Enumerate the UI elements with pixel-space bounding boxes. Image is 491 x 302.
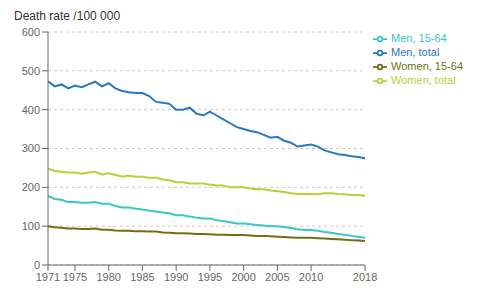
svg-text:2000: 2000 [231,271,255,283]
svg-text:600: 600 [22,26,40,38]
svg-text:1995: 1995 [198,271,222,283]
svg-text:500: 500 [22,65,40,77]
svg-text:200: 200 [22,181,40,193]
svg-text:1971: 1971 [36,271,60,283]
html-text:Men, 15-64: Men, 15-64 [391,32,447,44]
svg-text:1985: 1985 [130,271,154,283]
html-text:Women, total: Women, total [391,74,456,87]
svg-text:400: 400 [22,104,40,116]
svg-text:0: 0 [34,259,40,271]
svg-text:2010: 2010 [299,271,323,283]
html-text:Death rate /100 000: Death rate /100 000 [14,9,121,23]
svg-text:100: 100 [22,220,40,232]
html-text:Women, 15-64: Women, 15-64 [391,60,463,73]
svg-text:1975: 1975 [63,271,87,283]
html-text:Men, total: Men, total [391,46,440,59]
svg-text:1980: 1980 [96,271,120,283]
svg-text:300: 300 [22,142,40,154]
svg-text:2005: 2005 [265,271,289,283]
svg-text:2018: 2018 [353,271,377,283]
svg-text:1990: 1990 [164,271,188,283]
